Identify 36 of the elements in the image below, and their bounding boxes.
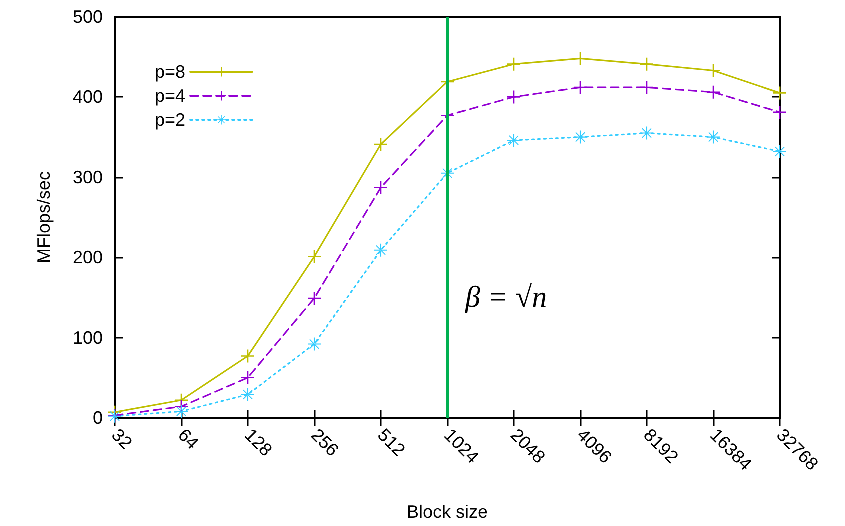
- point: [374, 244, 388, 257]
- x-tick-label: 64: [174, 424, 203, 454]
- point: [774, 86, 786, 100]
- y-tick-label: 400: [72, 87, 103, 108]
- legend-label: p=2: [154, 110, 186, 130]
- point: [242, 388, 254, 402]
- point: [242, 371, 254, 384]
- point: [308, 250, 321, 264]
- x-axis-title: Block size: [406, 502, 488, 522]
- point: [574, 52, 587, 66]
- x-tick-label: 512: [374, 424, 410, 460]
- x-tick-label: 32: [108, 424, 136, 454]
- y-tick-label: 500: [72, 7, 103, 27]
- legend-label: p=4: [154, 86, 186, 106]
- point: [574, 130, 587, 144]
- y-tick-label: 200: [72, 248, 103, 268]
- point: [707, 86, 720, 99]
- x-tick-label: 128: [240, 424, 276, 460]
- point: [774, 145, 786, 158]
- legend-label: p=8: [154, 62, 186, 82]
- y-axis-title: MFlops/sec: [34, 171, 54, 264]
- y-tick-label: 0: [92, 408, 103, 428]
- point: [707, 130, 720, 144]
- point: [640, 126, 654, 140]
- y-tick-label: 100: [72, 328, 103, 348]
- ref-line-label: β = √n: [464, 281, 548, 314]
- point: [242, 350, 254, 363]
- y-tick-label: 300: [72, 167, 103, 188]
- point: [508, 58, 520, 71]
- point: [508, 90, 520, 104]
- x-tick-label: 256: [307, 424, 343, 460]
- point: [508, 134, 520, 148]
- point: [308, 338, 321, 351]
- point: [707, 64, 720, 78]
- point: [374, 181, 388, 194]
- point: [640, 58, 654, 71]
